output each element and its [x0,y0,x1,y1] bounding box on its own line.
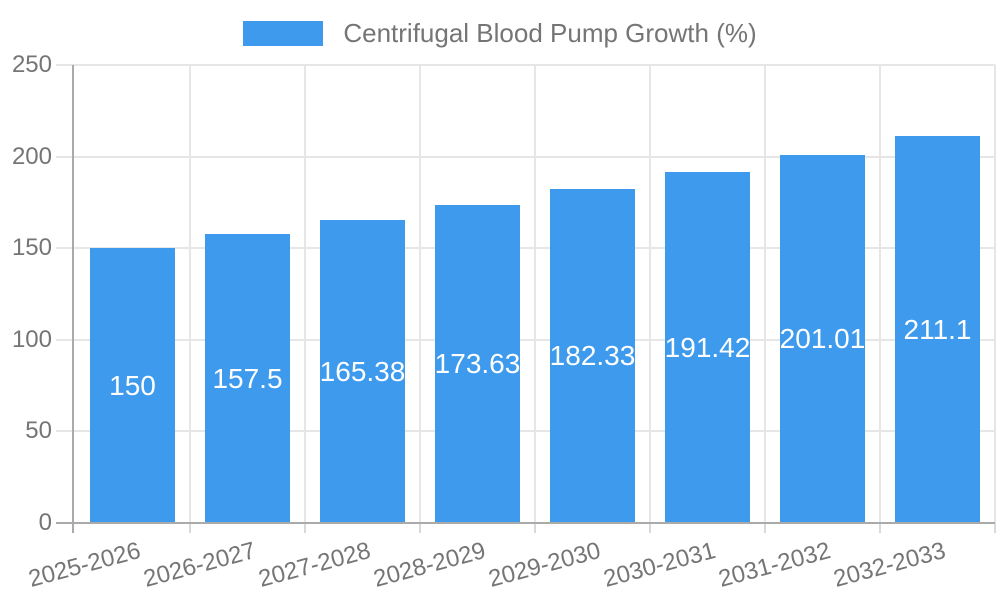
bar-value-label: 211.1 [903,313,972,345]
bar-value-label: 173.63 [434,347,521,379]
v-gridline [304,65,306,523]
bar-value-label: 150 [109,369,156,401]
y-tick-label: 150 [11,234,52,262]
x-tick-mark [879,523,881,533]
bar-value-label: 182.33 [549,339,636,371]
bar[interactable] [550,188,635,523]
v-gridline [879,65,881,523]
v-gridline [649,65,651,523]
x-tick-mark [534,523,536,533]
bar[interactable] [90,248,175,523]
x-tick-mark [304,523,306,533]
v-gridline [994,65,996,523]
x-tick-label: 2030-2031 [600,537,719,593]
x-tick-mark [419,523,421,533]
x-tick-label: 2029-2030 [485,537,604,593]
bar-value-label: 191.42 [664,331,751,363]
bar[interactable] [205,234,290,523]
y-axis-line [72,65,74,533]
h-gridline [56,64,995,66]
v-gridline [764,65,766,523]
x-tick-mark [649,523,651,533]
bar[interactable] [665,172,750,523]
x-axis-line [56,522,995,524]
h-gridline [56,338,995,341]
v-gridline [534,65,536,523]
legend-swatch [243,21,324,46]
x-tick-label: 2031-2032 [715,537,834,593]
x-tick-label: 2032-2033 [830,537,949,593]
x-tick-label: 2026-2027 [140,537,259,593]
x-tick-label: 2025-2026 [25,537,144,593]
y-tick-label: 100 [11,325,52,353]
y-tick-label: 0 [38,509,52,536]
bar[interactable] [895,136,980,523]
legend-label: Centrifugal Blood Pump Growth (%) [343,18,757,48]
bar[interactable] [780,154,865,523]
bar[interactable] [435,204,520,523]
h-gridline [56,430,995,433]
v-gridline [419,65,421,523]
y-tick-label: 200 [11,142,52,170]
bar[interactable] [320,220,405,523]
y-tick-label: 250 [11,51,52,78]
x-tick-mark [764,523,766,533]
h-gridline [56,247,995,250]
v-gridline [189,65,191,523]
bar-value-label: 157.5 [212,362,283,394]
x-tick-label: 2027-2028 [255,537,374,593]
y-tick-label: 50 [25,417,52,445]
h-gridline [56,155,995,158]
x-tick-label: 2028-2029 [370,537,489,593]
x-tick-mark [189,523,191,533]
bar-value-label: 165.38 [319,355,406,387]
bar-value-label: 201.01 [779,322,866,354]
chart-legend[interactable]: Centrifugal Blood Pump Growth (%) [0,18,1000,49]
x-tick-mark [994,523,996,533]
